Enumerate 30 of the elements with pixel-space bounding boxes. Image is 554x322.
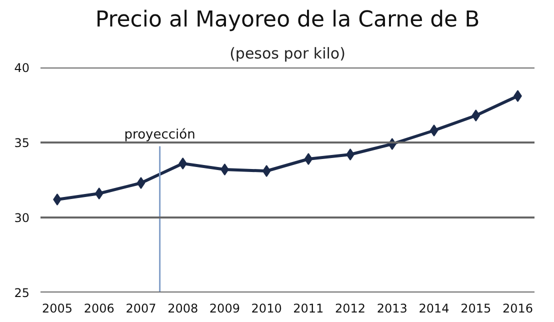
x-tick-label: 2010 [251,302,282,316]
y-tick-label: 25 [14,286,30,300]
chart-subtitle: (pesos por kilo) [230,44,346,62]
ref-line-label: proyección [124,127,196,142]
x-tick-label: 2006 [84,302,114,316]
x-tick-label: 2015 [460,302,492,316]
y-tick-label: 40 [14,61,30,75]
y-tick-label: 30 [14,211,30,225]
point [178,158,188,170]
point [472,110,480,122]
x-tick-label: 2008 [168,302,198,316]
point [430,124,438,136]
x-tick-label: 2011 [293,302,324,316]
chart-title: Precio al Mayoreo de la Carne de B [95,8,480,32]
x-tick-label: 2012 [335,302,366,316]
x-tick-label: 2005 [42,302,73,316]
point [346,148,354,160]
point [514,90,522,102]
point [94,188,104,200]
x-tick-label: 2013 [376,302,408,316]
point [304,153,313,165]
point [136,177,146,189]
x-tick-label: 2009 [209,302,240,316]
y-tick-label: 35 [14,136,30,150]
point [53,194,62,206]
point [220,164,229,176]
x-tick-label: 2016 [502,302,534,316]
x-tick-label: 2007 [126,302,156,316]
point [262,165,271,177]
x-tick-label: 2014 [418,302,450,316]
